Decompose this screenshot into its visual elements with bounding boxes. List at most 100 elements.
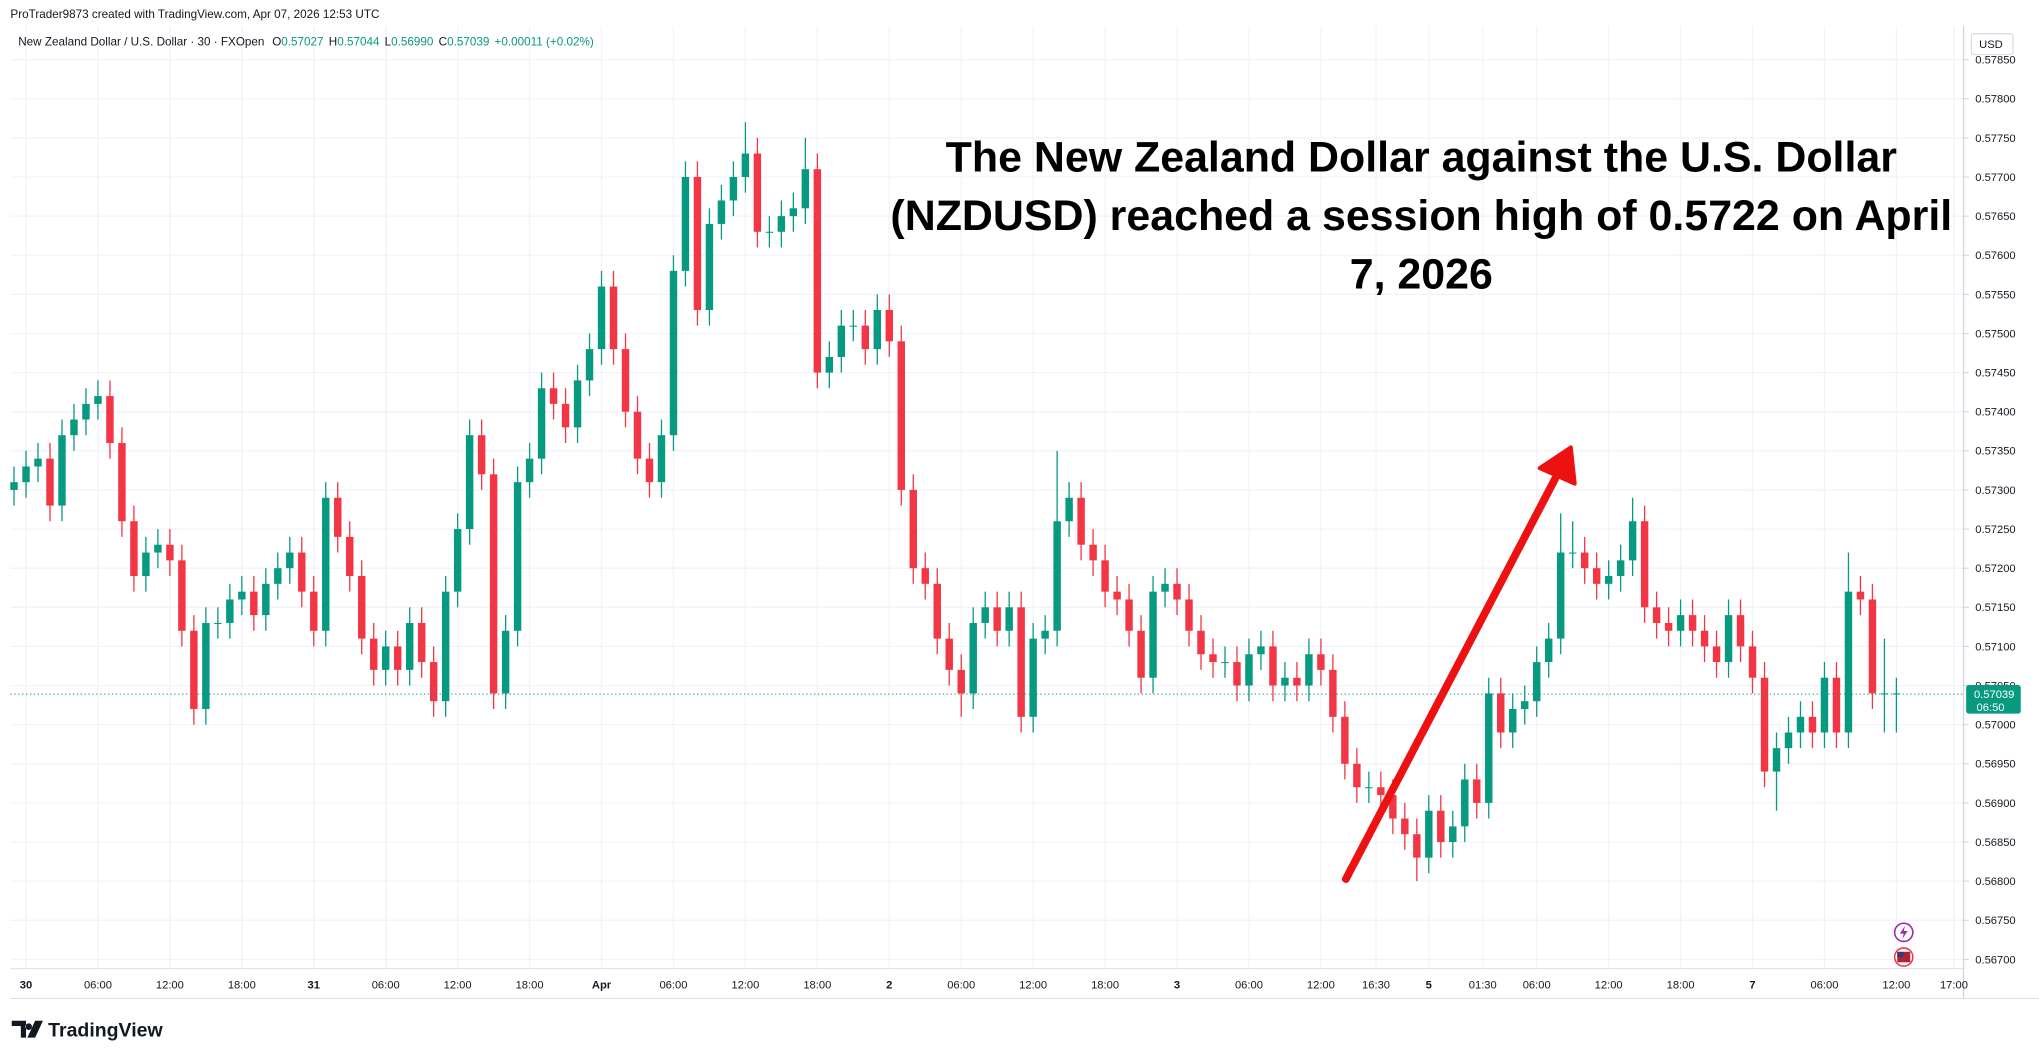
candle-body xyxy=(513,482,522,631)
candle-body xyxy=(465,435,474,530)
y-tick-label: 0.57400 xyxy=(1975,407,2015,419)
x-tick-label: Apr xyxy=(592,979,612,991)
candle-body xyxy=(381,646,390,670)
x-tick-label: 06:00 xyxy=(372,979,400,991)
x-tick-label: 06:00 xyxy=(1235,979,1263,991)
candle-body xyxy=(1017,607,1025,717)
candle-body xyxy=(1233,662,1241,686)
candle-body xyxy=(705,223,714,311)
candle-body xyxy=(250,591,258,616)
candle-body xyxy=(262,583,270,616)
candle-body xyxy=(310,591,318,631)
candle-body xyxy=(298,552,306,592)
candle-body xyxy=(1257,646,1265,655)
candle-body xyxy=(1221,662,1229,664)
annotation-line: The New Zealand Dollar against the U.S. … xyxy=(946,134,1898,182)
logo-text: TradingView xyxy=(48,1019,163,1041)
candle-body xyxy=(585,349,594,381)
x-tick-label: 18:00 xyxy=(1667,979,1695,991)
candle-body xyxy=(633,411,642,459)
y-tick-label: 0.57300 xyxy=(1975,485,2015,497)
candle-body xyxy=(1556,552,1565,639)
candle-body xyxy=(1305,654,1313,686)
logo-mark xyxy=(11,1020,43,1038)
candle-body xyxy=(1473,779,1481,803)
x-tick-label: 30 xyxy=(20,979,32,991)
candle-body xyxy=(1173,583,1181,600)
candle-body xyxy=(1317,654,1325,670)
x-tick-label: 06:00 xyxy=(84,979,112,991)
candle-body xyxy=(1688,615,1697,631)
y-tick-label: 0.57500 xyxy=(1975,328,2015,340)
y-tick-label: 0.57800 xyxy=(1975,94,2015,106)
legend: New Zealand Dollar / U.S. Dollar · 30 · … xyxy=(18,36,594,49)
legend-key: O xyxy=(272,36,281,49)
candle-body xyxy=(549,388,558,404)
candle-body xyxy=(214,622,222,624)
x-tick-label: 12:00 xyxy=(1307,979,1335,991)
y-tick-label: 0.57550 xyxy=(1975,289,2015,301)
candle-body xyxy=(597,286,606,350)
candle-body xyxy=(1868,599,1877,694)
event-icons[interactable] xyxy=(1893,922,1914,967)
candle-body xyxy=(933,583,941,639)
currency-box[interactable] xyxy=(1970,33,2014,56)
candle-body xyxy=(1604,576,1613,584)
candle-body xyxy=(1341,716,1349,764)
x-tick-label: 06:00 xyxy=(1810,979,1838,991)
candle-body xyxy=(621,349,630,412)
logo[interactable]: TradingView xyxy=(11,1019,164,1041)
candle-body xyxy=(681,177,690,271)
candle-body xyxy=(837,325,846,357)
candle-body xyxy=(957,669,965,694)
legend-value: 0.57044 xyxy=(337,36,380,49)
candle-body xyxy=(525,458,534,483)
y-tick-label: 0.57450 xyxy=(1975,367,2015,379)
candle-body xyxy=(1197,630,1205,655)
x-tick-label: 18:00 xyxy=(1091,979,1119,991)
y-tick-label: 0.57850 xyxy=(1975,55,2015,67)
candle-body xyxy=(765,231,774,233)
price-label: 0.57039 xyxy=(1974,689,2014,701)
x-tick-label: 01:30 xyxy=(1469,979,1497,991)
candle-body xyxy=(1245,654,1253,686)
candle-body xyxy=(1125,599,1133,631)
candle-body xyxy=(1892,693,1901,695)
candle-body xyxy=(921,568,929,584)
candle-body xyxy=(1880,693,1889,695)
candle-body xyxy=(1592,568,1601,584)
candle-body xyxy=(429,662,438,702)
candle-body xyxy=(1449,826,1457,843)
x-tick-label: 12:00 xyxy=(156,979,184,991)
candle-body xyxy=(573,380,582,428)
candle-body xyxy=(1089,544,1097,561)
candle-body xyxy=(873,310,882,350)
candle-body xyxy=(1425,810,1433,858)
y-tick-label: 0.57100 xyxy=(1975,641,2015,653)
y-tick-label: 0.57250 xyxy=(1975,524,2015,536)
trend-arrow xyxy=(1341,445,1577,883)
candle-body xyxy=(825,356,834,373)
candle-body xyxy=(1437,810,1445,843)
candle-body xyxy=(849,325,858,327)
candle-body xyxy=(885,310,893,342)
x-tick-label: 18:00 xyxy=(803,979,831,991)
candle-body xyxy=(1748,646,1757,678)
candle-body xyxy=(10,482,18,490)
lightning-glyph xyxy=(1899,925,1908,939)
x-tick-label: 12:00 xyxy=(1019,979,1047,991)
candle-body xyxy=(1137,630,1145,678)
candle-body xyxy=(1796,716,1805,733)
candle-body xyxy=(417,622,426,663)
candle-body xyxy=(1700,630,1709,647)
candle-body xyxy=(1329,669,1337,717)
candle-body xyxy=(1041,630,1049,639)
candle-body xyxy=(1413,834,1421,858)
candle-body xyxy=(1293,677,1301,686)
x-tick-label: 18:00 xyxy=(228,979,256,991)
candle-body xyxy=(405,622,414,670)
candle-body xyxy=(70,419,78,436)
y-tick-label: 0.57600 xyxy=(1975,250,2015,262)
